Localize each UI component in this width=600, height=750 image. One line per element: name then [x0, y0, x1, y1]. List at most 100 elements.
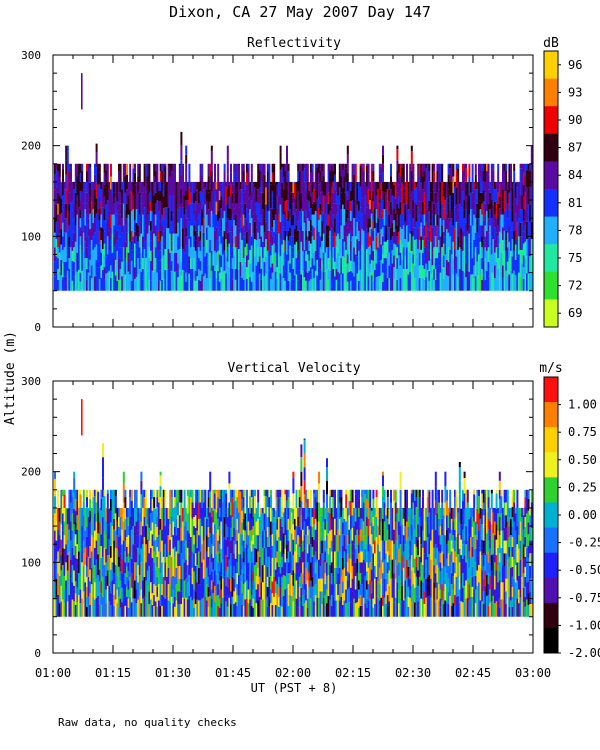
heatmap-cell	[382, 236, 384, 246]
heatmap-cell	[231, 536, 234, 557]
heatmap-cell	[433, 171, 436, 182]
heatmap-cell	[146, 252, 149, 272]
heatmap-cell	[310, 267, 312, 279]
heatmap-cell	[57, 181, 60, 193]
heatmap-cell	[503, 171, 506, 191]
heatmap-cell	[433, 192, 436, 204]
heatmap-cell	[146, 524, 149, 540]
heatmap-cell	[255, 189, 258, 202]
heatmap-cell	[450, 254, 453, 273]
heatmap-cell	[242, 540, 245, 552]
heatmap-cell	[297, 607, 300, 617]
heatmap-cell	[430, 241, 432, 259]
heatmap-cell	[71, 200, 74, 211]
heatmap-cell	[428, 240, 431, 251]
heatmap-cell	[98, 163, 101, 173]
heatmap-cell	[151, 181, 154, 191]
heatmap-cell	[92, 209, 95, 223]
heatmap-cell	[76, 544, 79, 559]
heatmap-cell	[63, 203, 66, 219]
heatmap-cell	[287, 529, 290, 541]
heatmap-cell	[310, 598, 312, 617]
heatmap-cell	[86, 526, 88, 537]
heatmap-cell	[228, 540, 231, 560]
heatmap-cell	[423, 553, 426, 566]
heatmap-cell	[364, 575, 367, 590]
heatmap-cell	[274, 489, 277, 499]
heatmap-cell	[145, 225, 148, 242]
heatmap-cell	[281, 163, 284, 168]
heatmap-cell	[359, 605, 362, 617]
heatmap-cell	[436, 225, 439, 237]
heatmap-cell	[212, 214, 215, 228]
heatmap-cell	[422, 265, 424, 279]
heatmap-cell	[250, 245, 253, 255]
heatmap-cell	[63, 562, 66, 576]
heatmap-cell	[54, 530, 56, 548]
heatmap-cell	[319, 163, 322, 172]
heatmap-cell	[220, 267, 223, 279]
heatmap-cell	[86, 596, 88, 607]
heatmap-cell	[404, 562, 407, 581]
heatmap-cell	[135, 236, 138, 250]
heatmap-cell	[430, 181, 432, 193]
heatmap-cell	[313, 278, 316, 291]
heatmap-cell	[60, 182, 63, 199]
heatmap-cell	[196, 189, 199, 204]
heatmap-cell	[319, 203, 322, 215]
heatmap-cell	[188, 221, 191, 240]
heatmap-cell	[530, 204, 533, 222]
heatmap-cell	[287, 562, 290, 574]
heatmap-cell	[108, 210, 111, 231]
heatmap-cell	[84, 582, 87, 600]
heatmap-cell	[226, 232, 229, 248]
heatmap-cell	[82, 578, 85, 592]
heatmap-cell	[361, 275, 364, 291]
heatmap-cell	[508, 225, 511, 242]
heatmap-cell	[226, 596, 229, 607]
heatmap-cell	[358, 260, 360, 271]
heatmap-cell	[60, 493, 63, 509]
heatmap-cell	[382, 254, 384, 264]
heatmap-cell	[420, 163, 423, 169]
heatmap-cell	[239, 232, 242, 248]
heatmap-cell	[284, 240, 287, 251]
heatmap-cell	[84, 192, 87, 210]
heatmap-cell	[151, 569, 154, 582]
heatmap-cell	[204, 239, 207, 257]
heatmap-cell	[361, 551, 364, 563]
heatmap-cell	[238, 163, 240, 166]
heatmap-cell	[294, 229, 296, 245]
heatmap-cell	[210, 517, 213, 527]
heatmap-cell	[130, 270, 133, 281]
heatmap-cell	[511, 204, 514, 222]
heatmap-cell	[278, 214, 280, 234]
heatmap-cell	[503, 191, 506, 211]
heatmap-cell	[292, 471, 295, 479]
heatmap-cell	[279, 273, 282, 291]
heatmap-cell	[420, 526, 423, 545]
heatmap-cell	[124, 225, 127, 242]
heatmap-cell	[350, 587, 352, 603]
heatmap-cell	[150, 513, 152, 531]
heatmap-cell	[430, 258, 432, 275]
heatmap-cell	[361, 594, 364, 606]
heatmap-cell	[529, 273, 532, 291]
heatmap-cell	[482, 260, 485, 271]
heatmap-cell	[257, 502, 260, 519]
heatmap-cell	[442, 507, 445, 516]
heatmap-cell	[185, 540, 188, 560]
heatmap-cell	[74, 209, 77, 226]
heatmap-cell	[74, 593, 77, 605]
heatmap-cell	[354, 489, 357, 495]
heatmap-cell	[55, 170, 58, 188]
heatmap-cell	[140, 521, 143, 536]
heatmap-cell	[86, 171, 88, 182]
heatmap-cell	[297, 544, 300, 554]
heatmap-cell	[191, 203, 194, 226]
heatmap-cell	[374, 207, 376, 229]
heatmap-cell	[172, 575, 175, 590]
heatmap-cell	[412, 236, 415, 246]
heatmap-cell	[190, 192, 192, 204]
heatmap-cell	[279, 605, 282, 617]
